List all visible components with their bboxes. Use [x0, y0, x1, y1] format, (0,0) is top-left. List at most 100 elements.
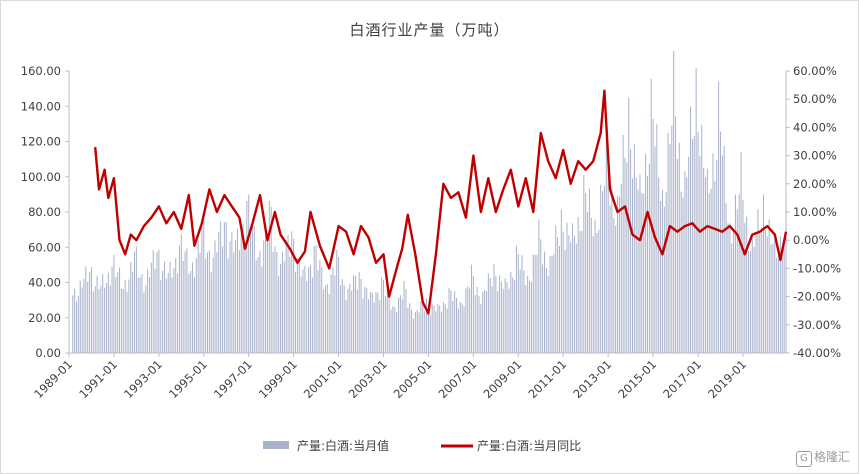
bar — [353, 275, 355, 353]
bar — [193, 277, 195, 353]
bar — [557, 236, 559, 353]
bar — [324, 285, 326, 353]
bar — [706, 168, 708, 353]
x-tick-label: 2007-01 — [436, 357, 480, 401]
bar — [555, 225, 557, 353]
bar — [113, 254, 115, 353]
bar — [203, 220, 205, 353]
bar — [407, 307, 409, 353]
bar — [120, 288, 122, 353]
bar — [517, 253, 519, 353]
left-tick-label: 140.00 — [21, 99, 61, 113]
bar — [328, 293, 330, 353]
bar — [489, 277, 491, 353]
bar — [759, 232, 761, 353]
bar — [422, 303, 424, 353]
bar — [654, 146, 656, 353]
bar — [527, 275, 529, 353]
bar — [265, 224, 267, 353]
bar — [360, 278, 362, 353]
bar — [405, 289, 407, 353]
bar — [266, 237, 268, 353]
bar — [558, 245, 560, 353]
bar — [296, 257, 298, 353]
bar — [476, 287, 478, 353]
bar — [592, 236, 594, 353]
bar — [289, 256, 291, 353]
bar — [650, 78, 652, 354]
bar — [223, 222, 225, 353]
bar — [768, 219, 770, 353]
bar — [753, 247, 755, 353]
bar — [147, 269, 149, 353]
bar — [85, 266, 87, 353]
x-tick-label: 1993-01 — [121, 357, 165, 401]
x-tick-label: 2005-01 — [391, 357, 435, 401]
bar — [663, 206, 665, 353]
bar — [562, 231, 564, 353]
bar — [124, 280, 126, 353]
left-tick-label: 20.00 — [28, 311, 61, 325]
bar — [291, 231, 293, 353]
bar — [575, 243, 577, 353]
bar — [379, 300, 381, 353]
bar — [572, 223, 574, 353]
bar — [162, 270, 164, 353]
bar — [553, 253, 555, 353]
bar — [667, 133, 669, 353]
bar — [675, 116, 677, 353]
bar — [502, 288, 504, 353]
bar — [673, 50, 675, 354]
bar — [461, 303, 463, 353]
right-tick-label: 10.00% — [793, 205, 837, 219]
bar — [418, 312, 420, 353]
bar — [547, 276, 549, 353]
bar — [160, 279, 162, 353]
bar — [351, 290, 353, 353]
bar — [100, 285, 102, 353]
bar — [579, 231, 581, 353]
bar — [733, 230, 735, 353]
bar — [560, 209, 562, 353]
bar — [577, 217, 579, 353]
bar — [512, 277, 514, 353]
bar — [394, 307, 396, 353]
bar — [369, 292, 371, 353]
bar — [566, 222, 568, 353]
bar — [221, 246, 224, 353]
bar — [240, 233, 242, 353]
bar — [506, 282, 508, 353]
bar — [699, 156, 701, 353]
bar — [607, 169, 609, 353]
bar — [207, 252, 209, 353]
bar — [321, 267, 323, 353]
bar — [478, 296, 480, 353]
bar — [585, 192, 587, 353]
bar — [201, 224, 203, 353]
bar — [680, 191, 682, 353]
bar — [165, 278, 167, 353]
bar — [339, 285, 341, 353]
right-tick-label: 50.00% — [793, 92, 837, 106]
legend-swatch-bar — [263, 441, 289, 449]
bar — [536, 254, 538, 353]
bar — [89, 272, 91, 353]
bar — [177, 273, 179, 353]
x-tick-label: 1999-01 — [256, 357, 300, 401]
bar — [392, 306, 394, 353]
bar — [611, 186, 613, 353]
bar — [779, 236, 781, 353]
watermark-text: 格隆汇 — [813, 450, 850, 464]
bar — [704, 177, 707, 353]
bar — [429, 314, 431, 353]
bar — [740, 152, 742, 353]
bar — [317, 270, 319, 353]
bar — [772, 243, 774, 353]
bar — [154, 268, 156, 353]
bar — [426, 298, 428, 353]
bar — [761, 227, 763, 353]
bar — [669, 143, 671, 353]
right-tick-label: -30.00% — [793, 318, 841, 332]
bar — [712, 153, 714, 353]
bar — [349, 283, 351, 353]
